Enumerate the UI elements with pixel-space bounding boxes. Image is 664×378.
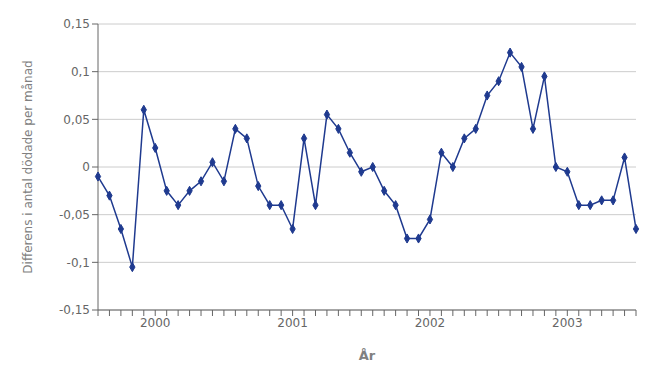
svg-text:0,15: 0,15 bbox=[63, 17, 90, 31]
svg-text:Differens i antal dödade per m: Differens i antal dödade per månad bbox=[21, 60, 35, 273]
svg-text:2003: 2003 bbox=[552, 316, 583, 330]
svg-text:2002: 2002 bbox=[415, 316, 446, 330]
svg-text:-0,15: -0,15 bbox=[59, 303, 90, 317]
svg-text:2001: 2001 bbox=[277, 316, 308, 330]
svg-text:0,1: 0,1 bbox=[71, 65, 90, 79]
svg-text:2000: 2000 bbox=[140, 316, 171, 330]
svg-text:-0,1: -0,1 bbox=[67, 256, 90, 270]
svg-text:0: 0 bbox=[82, 160, 90, 174]
svg-text:År: År bbox=[359, 348, 376, 363]
svg-text:-0,05: -0,05 bbox=[59, 208, 90, 222]
svg-text:0,05: 0,05 bbox=[63, 113, 90, 127]
